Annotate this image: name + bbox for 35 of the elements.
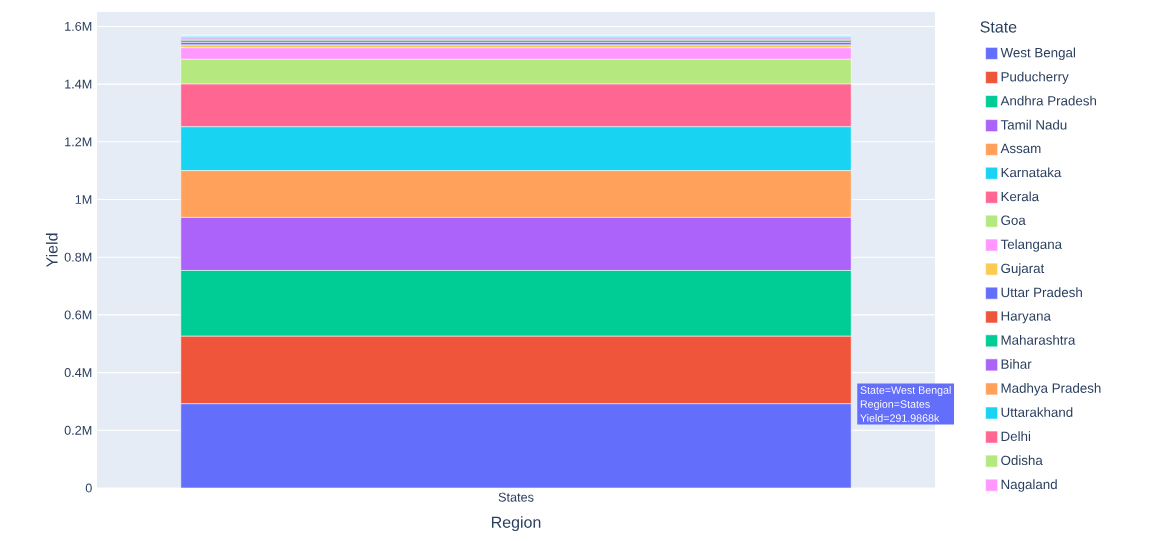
text: State=West Bengal [860, 386, 951, 397]
x-tick-label: States [498, 492, 534, 502]
y-axis-title: Yield [45, 233, 58, 268]
legend-label: Goa [1001, 215, 1026, 225]
text: Yield=291.9868k [860, 414, 940, 422]
legend-label: Maharashtra [1001, 334, 1076, 345]
y-tick-label: 0.2M [64, 425, 92, 435]
y-tick-label: 0.8M [64, 252, 92, 262]
y-tick-label: 1M [75, 195, 92, 204]
legend-label: Uttarakhand [1001, 407, 1073, 417]
legend-title: State [980, 21, 1017, 33]
legend-label: Gujarat [1001, 263, 1045, 276]
legend-label: Nagaland [1001, 479, 1057, 492]
legend-label: Karnataka [1001, 167, 1062, 178]
y-tick-label: 1.4M [65, 79, 92, 89]
legend-label: Uttar Pradesh [1001, 287, 1082, 298]
text: Region=States [860, 400, 930, 411]
legend-label: Puducherry [1001, 71, 1069, 85]
legend-label: Delhi [1001, 431, 1031, 442]
legend-label: Tamil Nadu [1000, 119, 1067, 130]
y-tick-label: 0.4M [64, 368, 92, 378]
x-axis-title: Region [491, 516, 541, 532]
legend-label: Haryana [1001, 311, 1051, 324]
y-tick-label: 0 [85, 483, 92, 493]
y-tick-label: 1.6M [65, 21, 92, 31]
legend-label: Odisha [1001, 455, 1043, 466]
legend-label: West Bengal [1000, 47, 1075, 61]
legend-label: Kerala [1001, 191, 1040, 202]
y-tick-label: 0.6M [64, 310, 92, 320]
y-tick-label: 1.2M [65, 137, 92, 147]
legend-label: Madhya Pradesh [1001, 383, 1101, 396]
legend-label: Bihar [1001, 359, 1032, 369]
legend-label: Telangana [1000, 239, 1063, 252]
legend-label: Assam [1000, 143, 1041, 154]
legend-label: Andhra Pradesh [1000, 95, 1097, 106]
